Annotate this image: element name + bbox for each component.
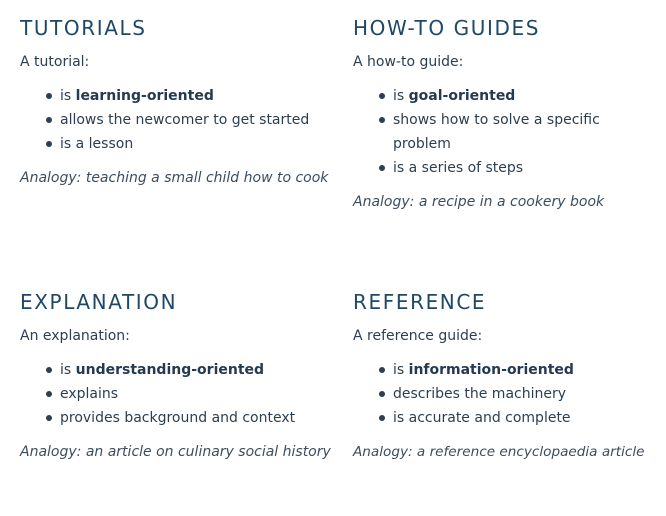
explanation-intro: An explanation: — [20, 328, 130, 344]
bullet-emphasis: goal-oriented — [408, 88, 516, 104]
howto-bullet-list: is goal-oriented shows how to solve a sp… — [353, 84, 666, 180]
bullet-dot-icon — [379, 391, 385, 397]
list-item: is information-oriented — [379, 358, 666, 382]
reference-intro: A reference guide: — [353, 328, 483, 344]
bullet-dot-icon — [379, 93, 385, 99]
bullet-dot-icon — [379, 367, 385, 373]
bullet-text: is accurate and complete — [393, 410, 571, 426]
reference-bullet-list: is information-oriented describes the ma… — [353, 358, 666, 430]
bullet-emphasis: learning-oriented — [75, 88, 214, 104]
list-item: is learning-oriented — [46, 84, 335, 108]
bullet-text: is a series of steps — [393, 160, 524, 176]
list-item: allows the newcomer to get started — [46, 108, 335, 132]
bullet-dot-icon — [46, 117, 52, 123]
list-item: explains — [46, 382, 335, 406]
list-item: provides background and context — [46, 406, 335, 430]
list-item: is goal-oriented — [379, 84, 613, 108]
bullet-prefix: is — [393, 88, 409, 104]
bullet-prefix: is — [393, 362, 409, 378]
explanation-bullet-list: is understanding-oriented explains provi… — [20, 358, 335, 430]
list-item: is a series of steps — [379, 156, 613, 180]
tutorials-intro: A tutorial: — [20, 54, 90, 70]
bullet-text: is a lesson — [60, 136, 134, 152]
explanation-title: EXPLANATION — [20, 290, 178, 314]
bullet-text: explains — [60, 386, 119, 402]
bullet-emphasis: understanding-oriented — [75, 362, 265, 378]
reference-analogy: Analogy: a reference encyclopaedia artic… — [353, 444, 645, 460]
explanation-analogy: Analogy: an article on culinary social h… — [20, 444, 331, 460]
reference-section: REFERENCE A reference guide: is informat… — [353, 288, 666, 464]
bullet-text: shows how to solve a specific problem — [393, 112, 600, 152]
bullet-dot-icon — [379, 415, 385, 421]
tutorials-section: TUTORIALS A tutorial: is learning-orient… — [20, 14, 335, 190]
bullet-dot-icon — [46, 93, 52, 99]
list-item: is accurate and complete — [379, 406, 666, 430]
bullet-prefix: is — [60, 362, 76, 378]
list-item: shows how to solve a specific problem — [379, 108, 613, 156]
bullet-text: allows the newcomer to get started — [60, 112, 310, 128]
bullet-dot-icon — [46, 391, 52, 397]
bullet-dot-icon — [46, 367, 52, 373]
bullet-emphasis: information-oriented — [408, 362, 574, 378]
howto-title: HOW-TO GUIDES — [353, 16, 541, 40]
howto-analogy: Analogy: a recipe in a cookery book — [353, 194, 605, 210]
bullet-dot-icon — [46, 415, 52, 421]
tutorials-title: TUTORIALS — [20, 16, 147, 40]
howto-section: HOW-TO GUIDES A how-to guide: is goal-or… — [353, 14, 666, 214]
bullet-text: describes the machinery — [393, 386, 567, 402]
tutorials-bullet-list: is learning-oriented allows the newcomer… — [20, 84, 335, 156]
bullet-prefix: is — [60, 88, 76, 104]
bullet-dot-icon — [46, 141, 52, 147]
howto-intro: A how-to guide: — [353, 54, 464, 70]
list-item: describes the machinery — [379, 382, 666, 406]
bullet-text: provides background and context — [60, 410, 296, 426]
list-item: is understanding-oriented — [46, 358, 335, 382]
bullet-dot-icon — [379, 165, 385, 171]
list-item: is a lesson — [46, 132, 335, 156]
reference-title: REFERENCE — [353, 290, 487, 314]
tutorials-analogy: Analogy: teaching a small child how to c… — [20, 170, 329, 186]
explanation-section: EXPLANATION An explanation: is understan… — [20, 288, 335, 464]
bullet-dot-icon — [379, 117, 385, 123]
